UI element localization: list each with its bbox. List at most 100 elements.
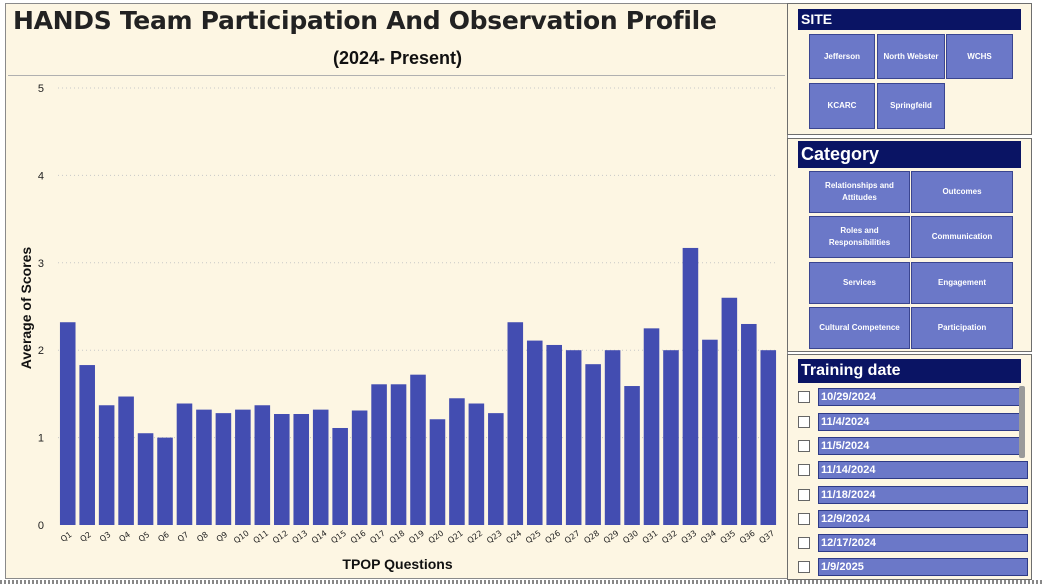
bar-q16[interactable]	[351, 410, 368, 525]
bar-q2[interactable]	[79, 365, 95, 525]
category-tile-relationships[interactable]: Relationships and Attitudes	[809, 171, 910, 213]
x-tick-label: Q26	[543, 529, 562, 546]
x-tick-label: Q31	[641, 529, 660, 546]
training-date-slicer: Training date 10/29/2024 11/4/2024 11/5/…	[787, 354, 1032, 580]
chart-title: HANDS Team Participation And Observation…	[13, 6, 717, 35]
sheet-border	[0, 580, 1042, 584]
category-tile-engagement[interactable]: Engagement	[911, 262, 1013, 304]
date-option-label: 12/9/2024	[818, 510, 1028, 528]
category-tile-cultural-competence[interactable]: Cultural Competence	[809, 307, 910, 349]
bar-q29[interactable]	[604, 350, 621, 525]
bar-q12[interactable]	[274, 414, 290, 525]
x-tick-label: Q36	[738, 529, 757, 546]
date-option-label: 11/18/2024	[818, 486, 1028, 504]
checkbox[interactable]	[798, 391, 810, 403]
x-tick-label: Q16	[349, 529, 368, 546]
checkbox[interactable]	[798, 464, 810, 476]
y-tick-label: 0	[38, 520, 44, 532]
y-axis-label: Average of Scores	[18, 246, 34, 370]
checkbox[interactable]	[798, 561, 810, 573]
x-tick-label: Q4	[117, 530, 131, 544]
bar-q23[interactable]	[488, 413, 504, 525]
checkbox[interactable]	[798, 489, 810, 501]
bar-q15[interactable]	[332, 427, 348, 525]
x-tick-label: Q21	[446, 529, 465, 546]
date-option[interactable]: 11/5/2024	[798, 437, 1028, 455]
chart-subtitle: (2024- Present)	[332, 48, 463, 68]
category-tile-outcomes[interactable]: Outcomes	[911, 171, 1013, 213]
bar-q11[interactable]	[254, 405, 271, 525]
bar-q6[interactable]	[157, 437, 173, 525]
bar-q34[interactable]	[702, 339, 718, 525]
site-tile-north-webster[interactable]: North Webster	[877, 34, 945, 79]
bar-q36[interactable]	[741, 323, 757, 525]
x-tick-label: Q29	[602, 529, 621, 546]
bar-q28[interactable]	[585, 364, 601, 525]
bar-q9[interactable]	[215, 413, 232, 525]
date-option[interactable]: 11/18/2024	[798, 486, 1028, 504]
bar-q3[interactable]	[98, 405, 115, 525]
x-tick-label: Q8	[195, 530, 209, 544]
x-tick-label: Q1	[59, 530, 73, 544]
bar-q30[interactable]	[624, 386, 640, 525]
category-tile-roles[interactable]: Roles and Responsibilities	[809, 216, 910, 258]
date-option[interactable]: 1/9/2025	[798, 558, 1028, 576]
checkbox[interactable]	[798, 440, 810, 452]
checkbox[interactable]	[798, 537, 810, 549]
bar-q5[interactable]	[137, 433, 154, 525]
x-tick-label: Q18	[388, 529, 407, 546]
date-option[interactable]: 12/17/2024	[798, 534, 1028, 552]
bar-q21[interactable]	[449, 398, 465, 525]
checkbox[interactable]	[798, 416, 810, 428]
site-tile-springfeild[interactable]: Springfeild	[877, 83, 945, 129]
x-tick-label: Q25	[524, 529, 543, 546]
category-tile-communication[interactable]: Communication	[911, 216, 1013, 258]
x-tick-label: Q3	[98, 530, 112, 544]
bar-q20[interactable]	[429, 419, 446, 525]
bar-q17[interactable]	[371, 384, 387, 525]
bar-q8[interactable]	[196, 409, 212, 525]
date-option[interactable]: 11/14/2024	[798, 461, 1028, 479]
site-tile-kcarc[interactable]: KCARC	[809, 83, 875, 129]
bar-q33[interactable]	[682, 247, 699, 525]
bar-q37[interactable]	[760, 350, 777, 525]
date-option-label: 11/5/2024	[818, 437, 1021, 455]
bar-q10[interactable]	[235, 409, 251, 525]
site-slicer: SITE Jefferson North Webster WCHS KCARC …	[787, 3, 1032, 135]
bar-q26[interactable]	[546, 344, 562, 525]
category-tile-participation[interactable]: Participation	[911, 307, 1013, 349]
bar-q31[interactable]	[643, 328, 660, 525]
date-option-label: 12/17/2024	[818, 534, 1028, 552]
bar-q14[interactable]	[312, 409, 329, 525]
bar-q32[interactable]	[663, 350, 679, 525]
site-tile-wchs[interactable]: WCHS	[946, 34, 1013, 79]
date-option-label: 11/4/2024	[818, 413, 1021, 431]
bar-q25[interactable]	[526, 340, 543, 525]
checkbox[interactable]	[798, 513, 810, 525]
date-option[interactable]: 11/4/2024	[798, 413, 1028, 431]
date-option-label: 11/14/2024	[818, 461, 1028, 479]
x-tick-label: Q30	[621, 529, 640, 546]
date-option[interactable]: 12/9/2024	[798, 510, 1028, 528]
bar-q24[interactable]	[507, 322, 524, 525]
site-tile-jefferson[interactable]: Jefferson	[809, 34, 875, 79]
date-option[interactable]: 10/29/2024	[798, 388, 1028, 406]
category-tile-services[interactable]: Services	[809, 262, 910, 304]
site-slicer-header: SITE	[798, 9, 1021, 30]
bar-q1[interactable]	[59, 322, 76, 525]
bar-q19[interactable]	[410, 374, 426, 525]
bar-q35[interactable]	[721, 297, 738, 525]
category-slicer-header: Category	[798, 141, 1021, 168]
x-tick-label: Q17	[368, 529, 387, 546]
x-tick-label: Q34	[699, 529, 718, 546]
bar-q27[interactable]	[565, 350, 582, 525]
bar-q7[interactable]	[176, 403, 193, 525]
date-list-scrollbar[interactable]	[1019, 386, 1025, 458]
bar-q22[interactable]	[468, 403, 485, 525]
x-axis-label: TPOP Questions	[342, 556, 453, 572]
bar-q13[interactable]	[293, 414, 310, 525]
bar-q18[interactable]	[390, 384, 407, 525]
x-tick-label: Q13	[290, 529, 309, 546]
bar-q4[interactable]	[118, 396, 134, 525]
x-tick-label: Q9	[215, 530, 229, 544]
